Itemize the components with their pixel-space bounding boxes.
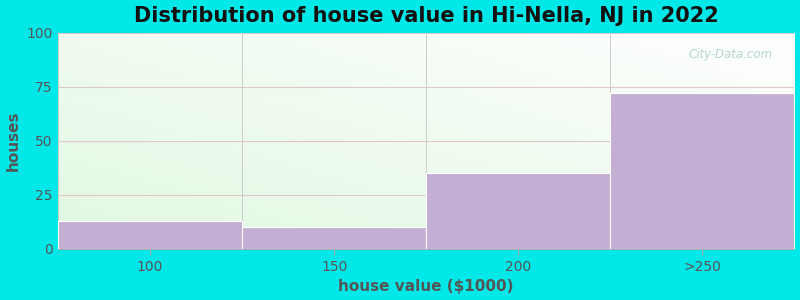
Bar — [610, 93, 794, 249]
X-axis label: house value ($1000): house value ($1000) — [338, 279, 514, 294]
Bar — [242, 227, 426, 249]
Y-axis label: houses: houses — [6, 110, 21, 171]
Bar — [426, 173, 610, 249]
Bar — [58, 221, 242, 249]
Title: Distribution of house value in Hi-Nella, NJ in 2022: Distribution of house value in Hi-Nella,… — [134, 6, 718, 26]
Text: City-Data.com: City-Data.com — [688, 48, 772, 61]
